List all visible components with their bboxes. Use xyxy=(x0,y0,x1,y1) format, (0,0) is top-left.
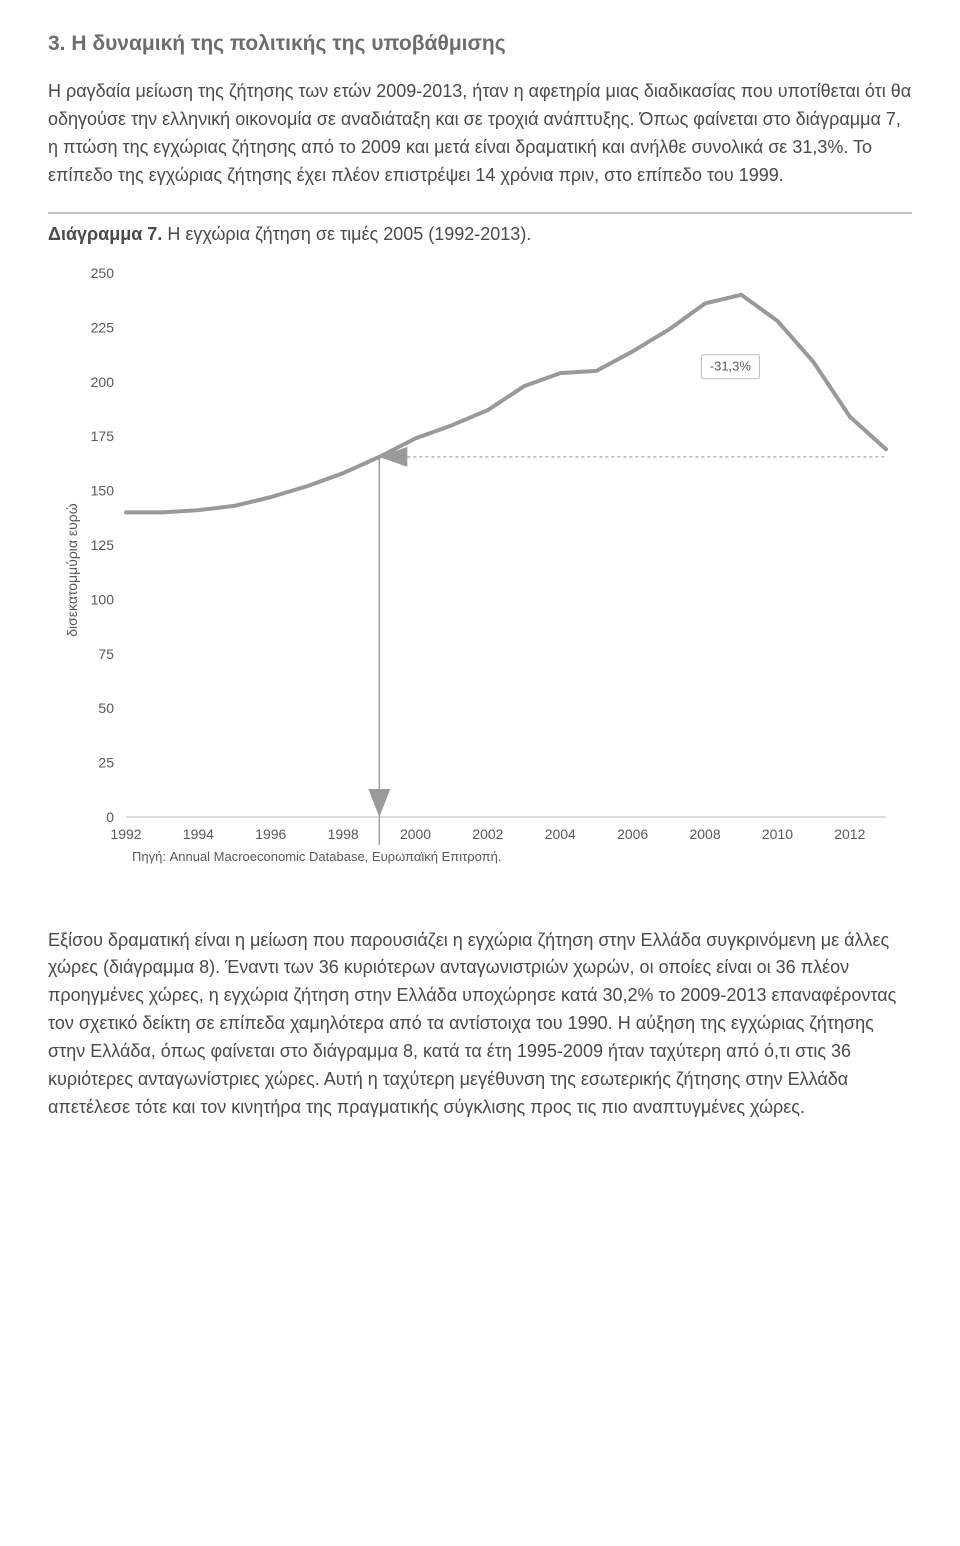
chart-svg: 0 25 50 75 100 125 150 175 200 225 250 1992 1994 1996… xyxy=(48,259,908,899)
svg-text:1996: 1996 xyxy=(255,826,286,842)
svg-text:250: 250 xyxy=(91,265,115,281)
svg-text:25: 25 xyxy=(98,754,114,770)
svg-text:2004: 2004 xyxy=(545,826,576,842)
chart-caption: Διάγραμμα 7. Η εγχώρια ζήτηση σε τιμές 2… xyxy=(48,224,912,245)
paragraph-1: Η ραγδαία μείωση της ζήτησης των ετών 20… xyxy=(48,78,912,190)
svg-text:225: 225 xyxy=(91,319,115,335)
caption-label: Διάγραμμα 7. xyxy=(48,224,162,244)
svg-text:1998: 1998 xyxy=(328,826,359,842)
paragraph-2: Εξίσου δραματική είναι η μείωση που παρο… xyxy=(48,927,912,1122)
svg-text:200: 200 xyxy=(91,373,115,389)
svg-text:-31,3%: -31,3% xyxy=(710,358,752,373)
svg-text:150: 150 xyxy=(91,482,115,498)
svg-text:2006: 2006 xyxy=(617,826,648,842)
section-heading: 3. Η δυναμική της πολιτικής της υποβάθμι… xyxy=(48,32,912,56)
svg-text:2012: 2012 xyxy=(834,826,865,842)
svg-text:Πηγή: Annual Macroeconomic Dat: Πηγή: Annual Macroeconomic Database, Ευρ… xyxy=(132,849,502,864)
caption-text: Η εγχώρια ζήτηση σε τιμές 2005 (1992-201… xyxy=(162,224,531,244)
svg-text:2010: 2010 xyxy=(762,826,793,842)
svg-text:1992: 1992 xyxy=(110,826,141,842)
svg-text:δισεκατομμύρια ευρώ: δισεκατομμύρια ευρώ xyxy=(64,503,80,637)
svg-text:0: 0 xyxy=(106,809,114,825)
svg-text:2008: 2008 xyxy=(689,826,720,842)
svg-text:2000: 2000 xyxy=(400,826,431,842)
svg-text:1994: 1994 xyxy=(183,826,214,842)
svg-text:125: 125 xyxy=(91,537,115,553)
svg-text:75: 75 xyxy=(98,645,114,661)
line-chart: 0 25 50 75 100 125 150 175 200 225 250 1992 1994 1996… xyxy=(48,259,908,899)
svg-text:50: 50 xyxy=(98,700,114,716)
caption-rule xyxy=(48,212,912,214)
svg-text:2002: 2002 xyxy=(472,826,503,842)
svg-text:100: 100 xyxy=(91,591,115,607)
svg-text:175: 175 xyxy=(91,428,115,444)
